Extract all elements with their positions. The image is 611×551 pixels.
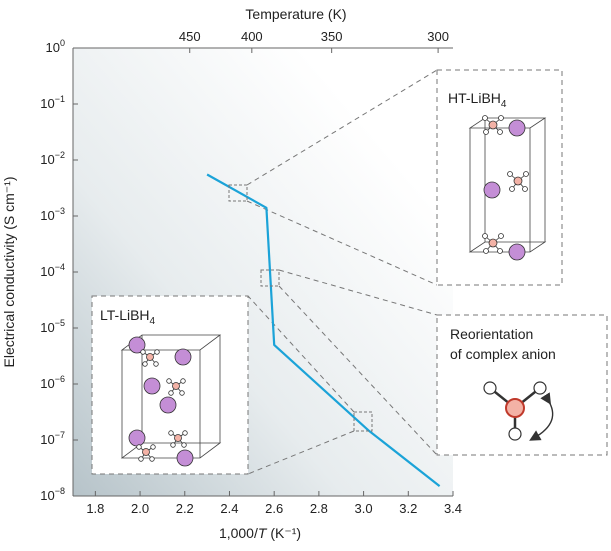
reorientation-inset: Reorientation of complex anion — [436, 314, 608, 456]
x-tick-label: 3.2 — [399, 501, 417, 516]
lt-unit-cell — [120, 334, 222, 459]
y-tick-label: 100 — [46, 38, 65, 55]
y-tick-label: 10−1 — [40, 94, 65, 111]
lt-atoms — [128, 336, 194, 467]
y-tick-label: 10−7 — [40, 430, 65, 447]
top-tick-label: 350 — [321, 29, 343, 44]
x-tick-label: 2.0 — [131, 501, 149, 516]
ht-libh4-inset: HT-LiBH4 — [436, 69, 563, 286]
ht-inset-title: HT-LiBH4 — [448, 90, 507, 110]
ht-atoms — [482, 115, 529, 261]
top-axis-ticks: 450 400 350 300 — [179, 29, 449, 53]
reorientation-line2: of complex anion — [450, 346, 556, 362]
callout-connectors — [246, 69, 438, 475]
x-axis-ticks: 1.8 2.0 2.2 2.4 2.6 2.8 3.0 3.2 3.4 — [86, 491, 462, 516]
y-tick-label: 10−3 — [40, 206, 65, 223]
rotation-arrow — [529, 392, 554, 441]
x-axis-title: 1,000/T (K⁻¹) — [219, 525, 301, 541]
lt-inset-title: LT-LiBH4 — [100, 307, 156, 327]
series-line — [206, 173, 441, 487]
x-tick-label: 2.6 — [265, 501, 283, 516]
x-tick-label: 1.8 — [86, 501, 104, 516]
y-tick-label: 10−8 — [40, 486, 65, 503]
y-tick-label: 10−2 — [40, 150, 65, 167]
x-tick-label: 2.8 — [310, 501, 328, 516]
x-tick-label: 2.4 — [220, 501, 238, 516]
callout-box-reorientation — [260, 269, 280, 287]
y-tick-label: 10−4 — [40, 262, 65, 279]
ht-unit-cell — [468, 117, 547, 253]
x-tick-label: 2.2 — [176, 501, 194, 516]
callout-box-lt — [353, 411, 373, 432]
reorientation-line1: Reorientation — [450, 326, 533, 342]
y-axis-ticks: 100 10−1 10−2 10−3 10−4 10−5 10−6 10−7 10−8 — [40, 38, 78, 503]
top-tick-label: 300 — [427, 29, 449, 44]
y-tick-label: 10−6 — [40, 374, 65, 391]
y-tick-label: 10−5 — [40, 318, 65, 335]
x-tick-label: 3.4 — [444, 501, 462, 516]
bh4-anion-glyph — [483, 381, 547, 441]
x-tick-label: 3.0 — [355, 501, 373, 516]
top-tick-label: 450 — [179, 29, 201, 44]
top-tick-label: 400 — [241, 29, 263, 44]
y-axis-title: Electrical conductivity (S cm⁻¹) — [1, 177, 17, 368]
lt-libh4-inset: LT-LiBH4 — [91, 295, 249, 475]
top-axis-title: Temperature (K) — [245, 6, 346, 22]
callout-box-ht — [228, 184, 248, 202]
